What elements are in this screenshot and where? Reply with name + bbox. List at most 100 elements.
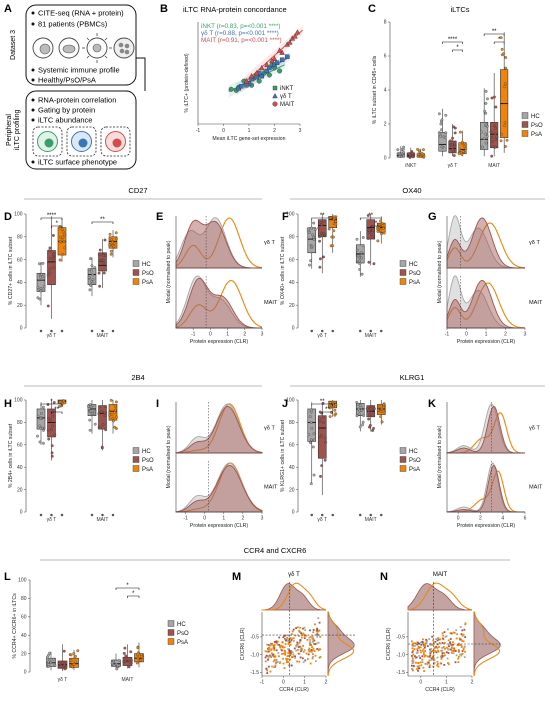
data-point [266, 669, 269, 672]
data-point [366, 237, 370, 240]
data-point [128, 660, 132, 664]
data-point [36, 296, 40, 300]
data-point [289, 653, 292, 656]
data-point [412, 664, 415, 667]
data-point [460, 646, 463, 649]
y-tick-label: 80 [17, 235, 23, 241]
data-point [452, 652, 455, 655]
data-point [463, 656, 466, 659]
data-point [91, 277, 95, 281]
data-point [500, 132, 504, 136]
data-point [39, 275, 42, 279]
panel-label-b: B [160, 3, 168, 15]
y-axis-label: CXCR6 (CLR) [240, 627, 246, 660]
legend-swatch [272, 85, 278, 91]
data-point [292, 640, 295, 642]
data-point [416, 648, 419, 650]
data-point [441, 642, 444, 644]
data-point [460, 654, 463, 657]
data-point [432, 654, 435, 657]
data-point [273, 645, 276, 647]
data-point [88, 288, 92, 292]
data-point [50, 424, 54, 428]
data-point [270, 656, 273, 659]
data-point [47, 249, 51, 253]
data-point [355, 248, 359, 252]
data-point [420, 641, 422, 644]
data-point [267, 644, 270, 646]
data-point [283, 635, 286, 638]
x-tick-label: 1 [303, 680, 306, 686]
data-point [41, 441, 45, 445]
data-point [463, 646, 466, 649]
data-point [503, 121, 507, 124]
data-point [499, 36, 503, 40]
legend-swatch [167, 638, 175, 645]
data-point [111, 329, 115, 333]
data-point [115, 237, 118, 241]
data-point [42, 428, 45, 432]
data-point [99, 410, 103, 414]
data-point [484, 132, 488, 136]
data-point [421, 650, 424, 652]
box [69, 657, 79, 668]
data-point [484, 102, 488, 105]
data-point [318, 656, 321, 659]
data-point [430, 658, 433, 661]
data-point [430, 648, 433, 650]
data-point [38, 440, 42, 444]
category-label: γδ T [448, 163, 458, 169]
data-point [267, 657, 270, 660]
bullet-icon [31, 22, 35, 26]
data-point [419, 646, 422, 649]
data-point [73, 660, 77, 664]
data-point [382, 403, 386, 407]
data-point [270, 648, 273, 651]
data-point [304, 629, 307, 632]
y-tick-label: 2 [384, 122, 387, 128]
data-point [314, 654, 317, 657]
category-label: iNKT [405, 163, 416, 169]
data-point [267, 665, 270, 668]
marginal-curve [407, 582, 473, 611]
legend-swatch [521, 112, 529, 119]
data-point [110, 661, 114, 665]
legend-swatch [132, 465, 140, 472]
data-point [369, 513, 372, 517]
data-point [36, 414, 40, 418]
data-point [366, 231, 370, 235]
data-point [287, 39, 293, 45]
data-point [436, 656, 439, 659]
data-point [310, 438, 313, 442]
data-point [425, 638, 427, 641]
data-point [449, 632, 452, 634]
data-point [288, 650, 291, 653]
section-title-ccr4-cxcr6: CCR4 and CXCR6 [244, 546, 307, 555]
data-point [103, 405, 107, 408]
significance-label: ** [100, 217, 105, 223]
data-point [420, 643, 423, 646]
data-point [319, 231, 323, 235]
data-point [414, 656, 417, 659]
box1-line-2: 81 patients (PBMCs) [38, 20, 108, 29]
panel-label-i: I [156, 398, 159, 410]
data-point [48, 256, 52, 260]
data-point [460, 140, 464, 144]
data-point [427, 655, 429, 658]
data-point [489, 130, 493, 134]
data-point [451, 136, 454, 140]
data-point [358, 262, 362, 266]
data-point [63, 233, 66, 237]
data-point [115, 667, 119, 671]
data-point [48, 246, 52, 250]
x-tick-label: 2 [273, 128, 276, 134]
y-axis-label: Modal (normalised to peak) [166, 240, 172, 303]
data-point [286, 655, 289, 657]
significance-bar [40, 403, 63, 406]
data-point [435, 638, 437, 641]
data-point [287, 654, 290, 657]
data-point [39, 513, 43, 517]
data-point [412, 669, 414, 672]
data-point [86, 404, 90, 408]
y-tick-label: 40 [289, 465, 295, 471]
